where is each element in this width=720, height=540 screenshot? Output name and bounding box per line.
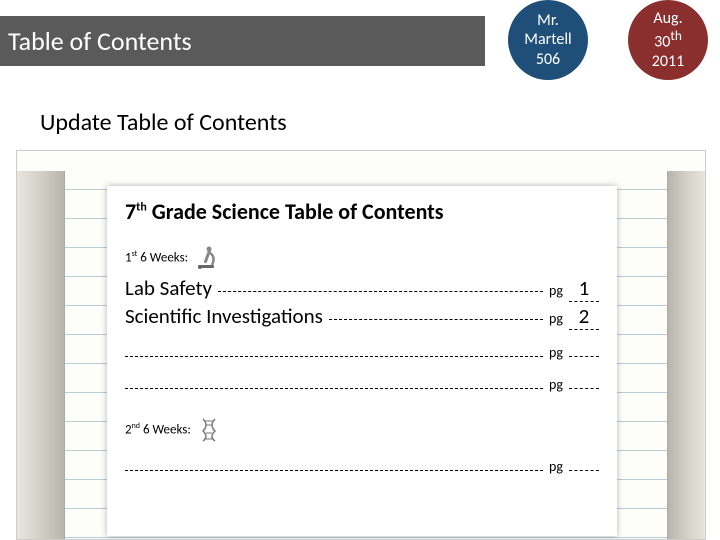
page-stack-right xyxy=(667,171,705,539)
teacher-line2: Martell xyxy=(524,30,571,49)
toc-entry: Lab Safety pg 1 xyxy=(125,275,599,301)
entry-leader xyxy=(329,319,543,320)
period-2-label: 2nd 6 Weeks: xyxy=(125,415,599,443)
pg-label: pg xyxy=(549,310,563,327)
date-line2: 30th xyxy=(654,28,682,52)
toc-title: 7th Grade Science Table of Contents xyxy=(125,198,599,225)
pg-label: pg xyxy=(549,282,563,299)
entry-leader xyxy=(125,375,543,389)
teacher-line3: 506 xyxy=(536,50,560,69)
dna-icon xyxy=(195,415,223,443)
toc-blank-entry: pg xyxy=(125,453,599,475)
entry-title: Scientific Investigations xyxy=(125,303,323,329)
microscope-icon xyxy=(192,243,220,271)
pg-label: pg xyxy=(549,344,563,361)
entry-page: 1 xyxy=(569,275,599,302)
toc-entry: Scientific Investigations pg 2 xyxy=(125,303,599,329)
teacher-badge: Mr. Martell 506 xyxy=(508,0,588,80)
date-line1: Aug. xyxy=(653,9,682,28)
header-bar: Table of Contents xyxy=(0,16,485,66)
period-1-label: 1st 6 Weeks: xyxy=(125,243,599,271)
entry-leader xyxy=(218,291,543,292)
date-line3: 2011 xyxy=(652,52,684,71)
page-title: Table of Contents xyxy=(8,25,192,57)
entry-title: Lab Safety xyxy=(125,275,212,301)
entry-leader xyxy=(125,457,543,471)
subtitle: Update Table of Contents xyxy=(40,108,287,137)
notebook: 7th Grade Science Table of Contents 1st … xyxy=(16,150,706,540)
page-stack-left xyxy=(17,171,65,539)
date-badge: Aug. 30th 2011 xyxy=(628,0,708,80)
toc-blank-entry: pg xyxy=(125,371,599,393)
pg-label: pg xyxy=(549,376,563,393)
toc-blank-entry: pg xyxy=(125,339,599,361)
pg-label: pg xyxy=(549,458,563,475)
toc-panel: 7th Grade Science Table of Contents 1st … xyxy=(107,186,617,536)
entry-page-blank xyxy=(569,453,599,471)
teacher-line1: Mr. xyxy=(537,11,559,30)
entry-leader xyxy=(125,343,543,357)
entry-page-blank xyxy=(569,371,599,389)
entry-page: 2 xyxy=(569,303,599,330)
entry-page-blank xyxy=(569,339,599,357)
